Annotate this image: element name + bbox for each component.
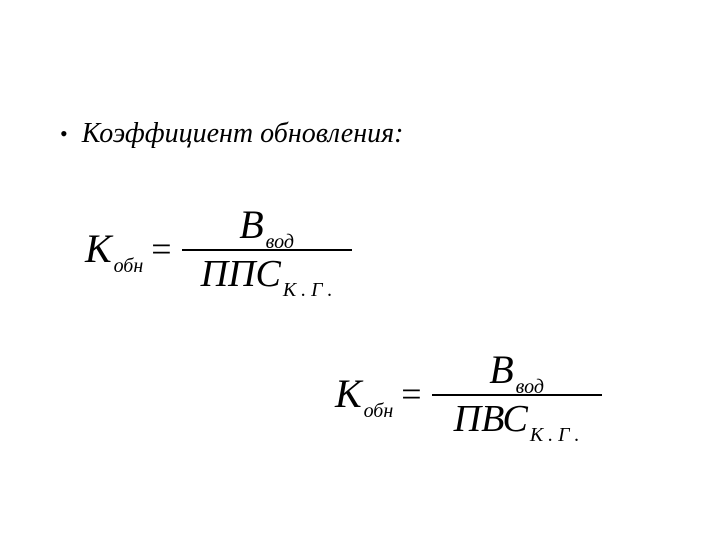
formula-1-numer-sub: вод (266, 232, 294, 252)
formula-1-denominator: ППС К . Г . (197, 255, 337, 293)
formula-2-numerator: В вод (485, 350, 548, 390)
formula-2-lhs: К обн (335, 374, 393, 414)
bullet-text: Коэффициент обновления: (82, 118, 404, 150)
formula-1-denom-sub: К . Г . (283, 280, 333, 300)
slide: • Коэффициент обновления: К обн = В вод … (0, 0, 720, 540)
formula-1-equals: = (151, 228, 171, 270)
formula-2-lhs-main: К (335, 374, 362, 414)
formula-1-denom-main: ППС (201, 255, 281, 293)
formula-1-numer-main: В (239, 205, 263, 245)
formula-2-denominator: ПВС К . Г . (450, 400, 584, 438)
formula-2-denom-sub: К . Г . (530, 425, 580, 445)
formula-1-fraction: В вод ППС К . Г . (182, 205, 352, 293)
formula-2-equals: = (401, 373, 421, 415)
formula-2-fraction: В вод ПВС К . Г . (432, 350, 602, 438)
formula-2-numer-main: В (489, 350, 513, 390)
formula-1-lhs-main: К (85, 229, 112, 269)
formula-2-lhs-sub: обн (364, 400, 394, 423)
bullet-glyph: • (60, 123, 68, 145)
formula-2-denom-main: ПВС (454, 400, 528, 438)
formula-1-numerator: В вод (235, 205, 298, 245)
formula-2: К обн = В вод ПВС К . Г . (335, 350, 602, 438)
formula-1-lhs-sub: обн (114, 255, 144, 278)
formula-1-lhs: К обн (85, 229, 143, 269)
formula-2-numer-sub: вод (516, 377, 544, 397)
formula-1: К обн = В вод ППС К . Г . (85, 205, 352, 293)
bullet-list-item: • Коэффициент обновления: (60, 118, 403, 150)
